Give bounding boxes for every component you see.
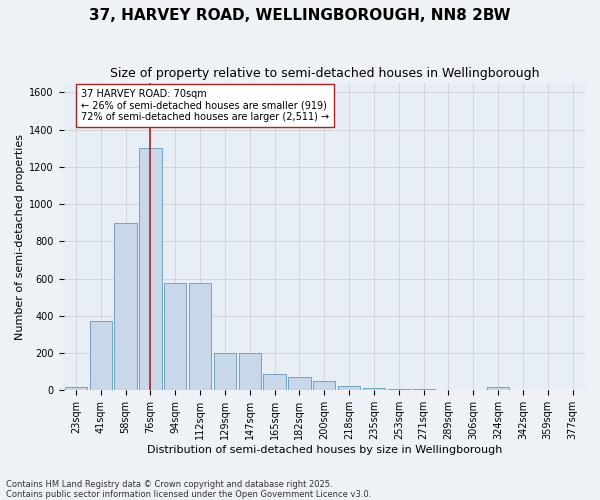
Bar — [363, 388, 385, 390]
Text: 37, HARVEY ROAD, WELLINGBOROUGH, NN8 2BW: 37, HARVEY ROAD, WELLINGBOROUGH, NN8 2BW — [89, 8, 511, 22]
Bar — [214, 353, 236, 391]
X-axis label: Distribution of semi-detached houses by size in Wellingborough: Distribution of semi-detached houses by … — [146, 445, 502, 455]
Bar — [313, 381, 335, 390]
Bar — [338, 386, 360, 390]
Bar — [189, 284, 211, 391]
Y-axis label: Number of semi-detached properties: Number of semi-detached properties — [15, 134, 25, 340]
Bar — [288, 378, 311, 390]
Bar — [115, 222, 137, 390]
Text: Contains HM Land Registry data © Crown copyright and database right 2025.
Contai: Contains HM Land Registry data © Crown c… — [6, 480, 371, 499]
Bar — [139, 148, 161, 390]
Text: 37 HARVEY ROAD: 70sqm
← 26% of semi-detached houses are smaller (919)
72% of sem: 37 HARVEY ROAD: 70sqm ← 26% of semi-deta… — [81, 89, 329, 122]
Bar — [487, 386, 509, 390]
Bar — [263, 374, 286, 390]
Title: Size of property relative to semi-detached houses in Wellingborough: Size of property relative to semi-detach… — [110, 68, 539, 80]
Bar — [164, 284, 187, 391]
Bar — [239, 353, 261, 391]
Bar — [89, 320, 112, 390]
Bar — [65, 386, 87, 390]
